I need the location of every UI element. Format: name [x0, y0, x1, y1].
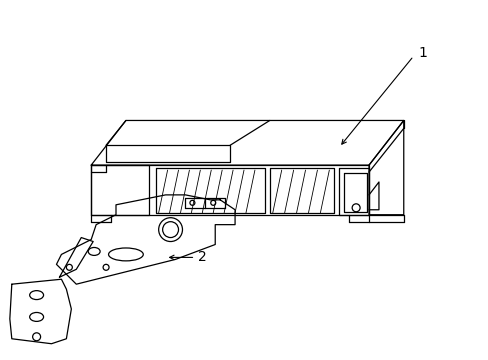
Ellipse shape	[88, 247, 100, 255]
Ellipse shape	[30, 291, 43, 300]
Text: 1: 1	[418, 46, 427, 60]
Ellipse shape	[30, 312, 43, 321]
Text: 2: 2	[198, 251, 207, 264]
Ellipse shape	[108, 248, 143, 261]
